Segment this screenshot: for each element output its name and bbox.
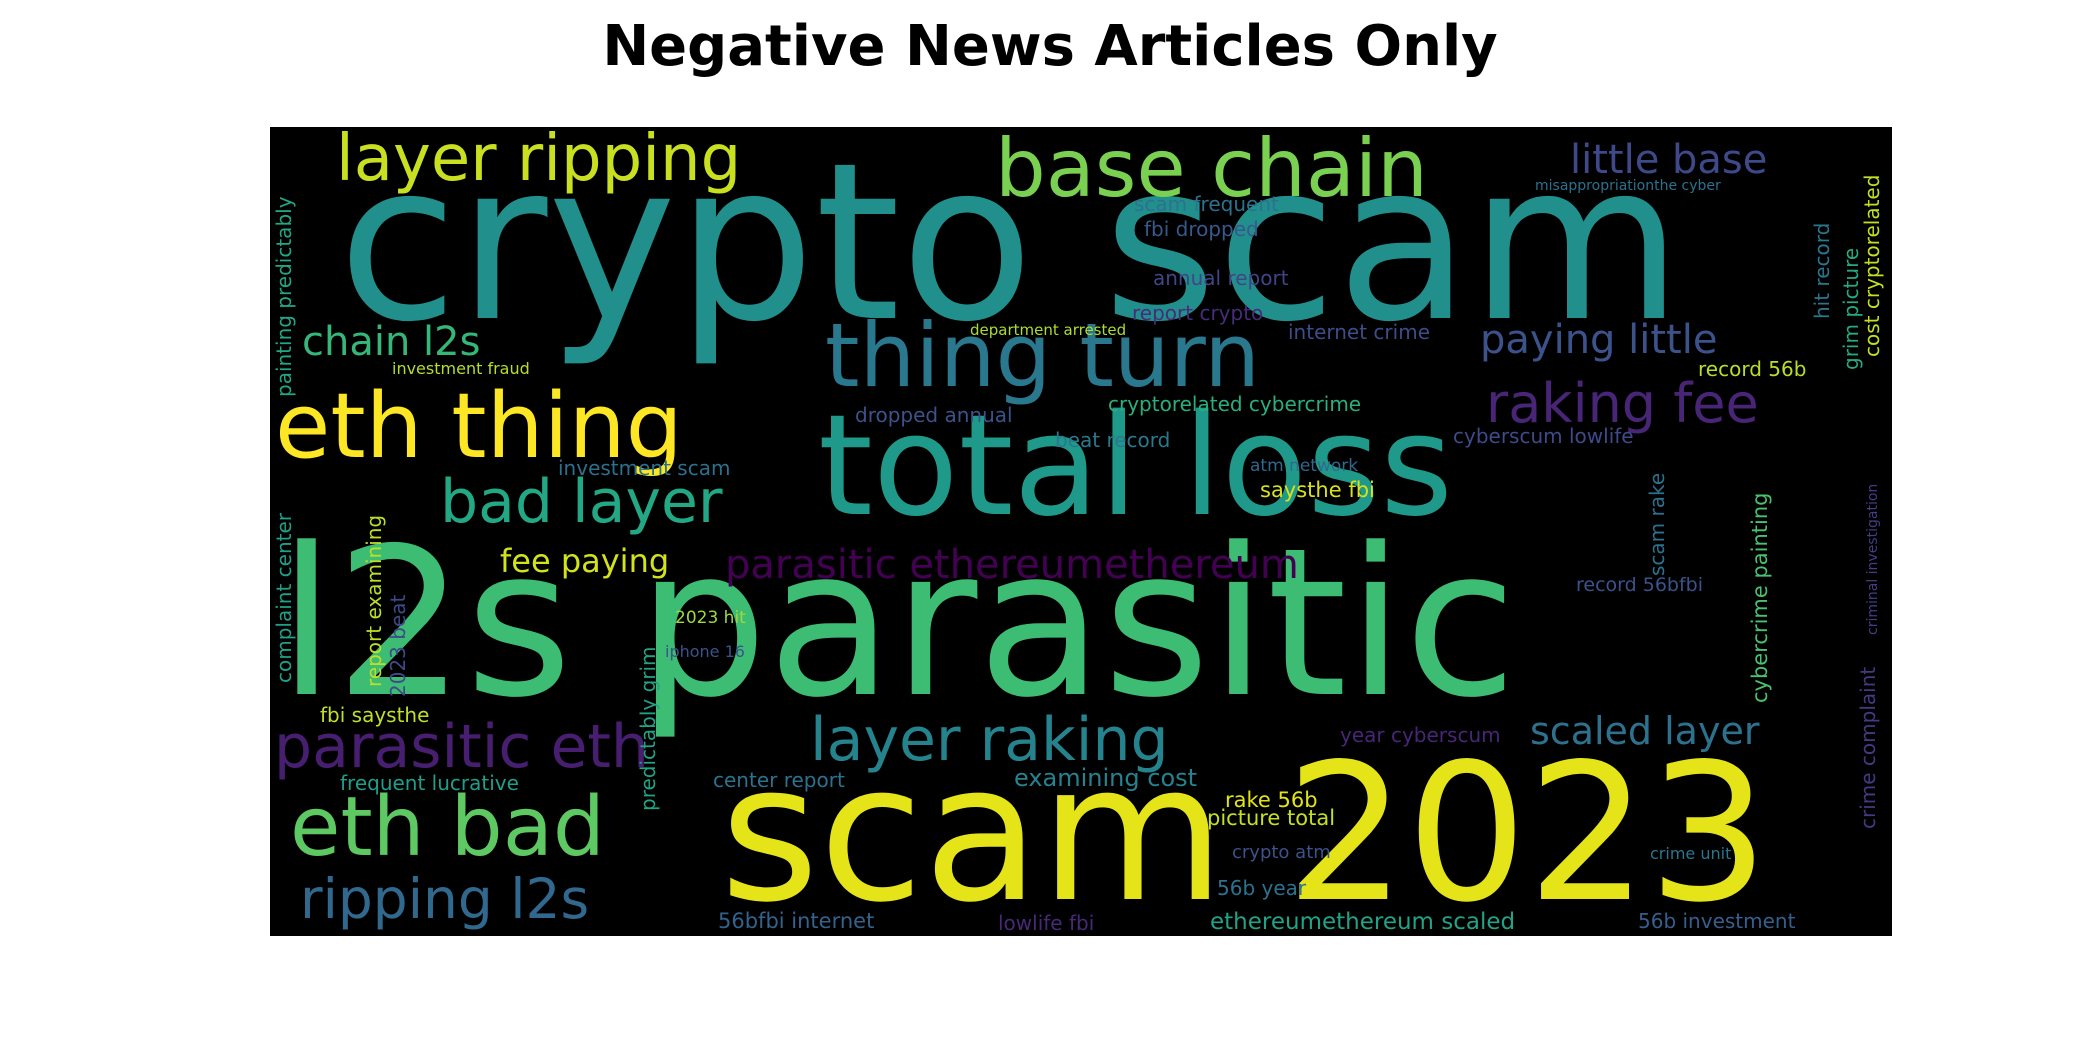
word: investment fraud [392,359,530,378]
word: record 56bfbi [1576,574,1703,596]
word: predictably grim [636,646,660,811]
word: 56b year [1217,876,1307,900]
word: examining cost [1014,764,1198,792]
word: thing turn [825,304,1261,407]
word: fbi dropped [1144,217,1259,241]
word: layer raking [810,705,1169,775]
word: fee paying [500,542,670,580]
word: cryptorelated cybercrime [1108,392,1362,416]
word: cost cryptorelated [1860,174,1884,357]
word: eth bad [290,780,605,875]
word: iphone 16 [665,642,745,661]
word: cybercrime painting [1748,492,1772,703]
word: ethereumethereum scaled [1210,909,1516,935]
word: center report [713,768,845,792]
word: annual report [1153,266,1289,290]
word: crypto scam [338,127,1683,370]
word-cloud: crypto scam l2s parasitic total loss sca… [270,127,1892,936]
word: saysthe fbi [1260,478,1375,502]
word: 56bfbi internet [718,909,875,933]
word: criminal investigation [1865,483,1881,635]
word: scam 2023 [720,723,1769,936]
word: layer ripping [336,127,742,196]
word: base chain [995,127,1428,215]
word: cyberscum lowlife [1453,424,1634,448]
word: chain l2s [302,319,481,365]
word: scaled layer [1530,709,1760,753]
word: misappropriationthe cyber [1535,178,1721,194]
word: parasitic ethereumethereum [725,542,1299,588]
word: report crypto [1132,301,1264,325]
word: painting predictably [272,196,296,397]
word: atm network [1250,456,1359,476]
word: raking fee [1486,372,1759,435]
word: complaint center [272,513,296,683]
word: scam frequent [1134,192,1279,216]
word: beat record [1055,428,1171,452]
word: 2023 hit [675,608,746,628]
word: 56b investment [1638,909,1796,933]
word: parasitic eth [274,712,649,782]
word: dropped annual [855,403,1013,427]
word: grim picture [1839,247,1863,370]
chart-title: Negative News Articles Only [602,14,1498,79]
word: hit record [1810,222,1834,319]
word: scam rake [1645,472,1669,576]
word: record 56b [1698,357,1807,381]
word: frequent lucrative [340,771,519,795]
word: crime unit [1650,844,1732,863]
word: little base [1570,137,1768,183]
word: investment scam [558,456,731,480]
word: department arrested [970,321,1127,339]
word: fbi saysthe [320,703,430,727]
word: paying little [1480,317,1718,363]
word: crypto atm [1232,842,1331,863]
word: 2023 beat [386,594,410,697]
word: total loss [818,385,1454,548]
word: report examining [362,514,386,687]
word: internet crime [1288,320,1430,344]
word: rake 56b [1225,788,1318,812]
word: bad layer [440,467,723,537]
word: l2s parasitic [278,505,1517,743]
word: ripping l2s [300,867,590,931]
word: crime complaint [1856,666,1880,829]
word: lowlife fbi [998,911,1095,935]
word: eth thing [275,374,683,479]
word: picture total [1207,806,1336,830]
word: year cyberscum [1340,723,1501,747]
